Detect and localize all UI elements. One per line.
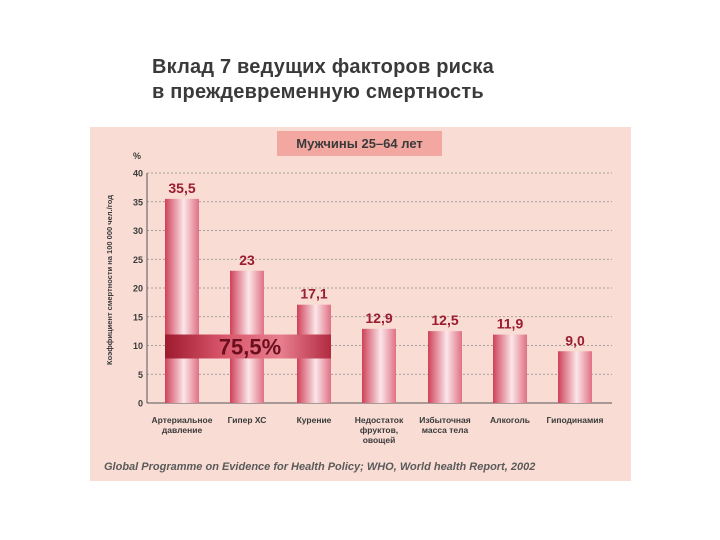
chart-title: Мужчины 25–64 лет [277, 131, 442, 156]
bar-value-label: 17,1 [300, 286, 327, 302]
bar [428, 331, 462, 403]
y-tick-label: 0 [138, 399, 143, 409]
y-tick-label: 25 [133, 255, 143, 265]
x-category-label: Гипер ХС [228, 415, 267, 425]
bar-value-label: 23 [239, 252, 255, 268]
x-category-label: фруктов, [360, 425, 398, 435]
y-tick-label: 15 [133, 312, 143, 322]
source-note: Global Programme on Evidence for Health … [104, 461, 536, 473]
bar [165, 198, 199, 403]
x-category-label: овощей [363, 435, 396, 445]
x-category-label: Артериальное [152, 415, 213, 425]
slide-title: Вклад 7 ведущих факторов риска в преждев… [152, 55, 494, 105]
bar-value-label: 35,5 [168, 180, 195, 196]
bar [493, 334, 527, 403]
title-line-1: Вклад 7 ведущих факторов риска [152, 56, 494, 78]
bar-value-label: 9,0 [565, 332, 585, 348]
x-category-label: давление [162, 425, 203, 435]
annotation-label: 75,5% [219, 335, 281, 360]
bar-value-label: 12,9 [365, 310, 392, 326]
y-axis-title: Коэффициент смертности на 100 000 чел./г… [105, 195, 114, 365]
y-tick-label: 30 [133, 226, 143, 236]
y-tick-label: 5 [138, 370, 143, 380]
title-line-2: в преждевременную смертность [152, 81, 484, 103]
y-tick-label: 20 [133, 284, 143, 294]
y-unit-label: % [133, 151, 141, 161]
x-category-label: Недостаток [355, 415, 404, 425]
x-category-label: Курение [297, 415, 332, 425]
y-tick-label: 35 [133, 197, 143, 207]
bar-value-label: 12,5 [431, 312, 458, 328]
bar [362, 328, 396, 403]
x-category-label: Избыточная [419, 415, 470, 425]
x-category-label: масса тела [422, 425, 469, 435]
annotation-band [165, 334, 331, 359]
x-category-label: Гиподинамия [546, 415, 603, 425]
bar [558, 351, 592, 403]
y-tick-label: 40 [133, 169, 143, 179]
x-category-label: Алкоголь [490, 415, 530, 425]
bar-value-label: 11,9 [497, 316, 524, 332]
y-tick-label: 10 [133, 341, 143, 351]
